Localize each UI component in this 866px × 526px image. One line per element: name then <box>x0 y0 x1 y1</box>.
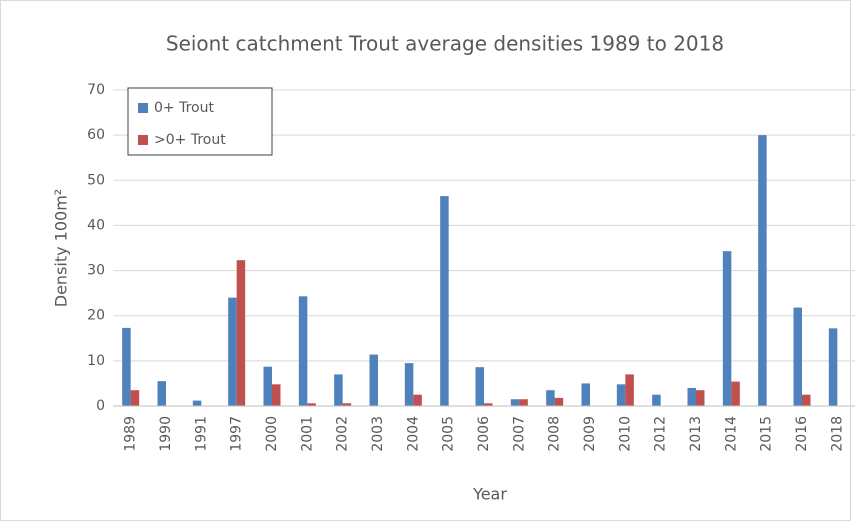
x-tick-label: 1997 <box>229 416 245 452</box>
bar <box>307 403 316 406</box>
y-tick-label: 10 <box>87 353 105 369</box>
legend-box <box>127 87 273 156</box>
x-tick-label: 1991 <box>193 416 209 452</box>
bar <box>546 390 555 406</box>
y-tick-label: 0 <box>96 398 105 414</box>
bar <box>440 196 449 406</box>
bar <box>413 394 422 406</box>
x-tick-label: 2000 <box>264 416 280 452</box>
x-axis-label: Year <box>472 485 507 504</box>
bar <box>342 403 352 406</box>
bar <box>802 394 811 406</box>
bar <box>475 367 484 406</box>
bar <box>263 366 272 406</box>
bar <box>722 251 732 406</box>
x-tick-label: 2009 <box>582 416 598 452</box>
bar <box>731 381 740 406</box>
bar <box>228 297 237 406</box>
bar <box>122 327 131 406</box>
bar <box>404 363 414 406</box>
legend-label: 0+ Trout <box>154 100 214 116</box>
x-tick-label: 2002 <box>335 416 351 452</box>
bar <box>369 354 378 406</box>
bar <box>130 390 140 406</box>
x-tick-label: 2004 <box>405 416 421 452</box>
x-tick-label: 1990 <box>158 416 174 452</box>
x-tick-label: 2012 <box>653 416 669 452</box>
bar <box>625 374 634 406</box>
x-tick-label: 2003 <box>370 416 386 452</box>
x-tick-label: 2015 <box>759 416 775 452</box>
bar <box>616 384 626 406</box>
x-tick-label: 1989 <box>123 416 139 452</box>
x-tick-label: 2010 <box>617 416 633 452</box>
bar <box>696 390 705 406</box>
chart-title: Seiont catchment Trout average densities… <box>166 32 724 56</box>
x-tick-label: 2008 <box>547 416 563 452</box>
bar <box>510 399 520 406</box>
x-tick-label: 2016 <box>794 416 810 452</box>
y-tick-label: 40 <box>87 217 105 233</box>
y-tick-label: 50 <box>87 172 105 188</box>
y-tick-label: 60 <box>87 127 105 143</box>
bar <box>652 394 661 406</box>
bar <box>236 260 246 406</box>
bar <box>758 135 767 406</box>
y-axis-label: Density 100m² <box>52 189 71 307</box>
bar <box>554 397 564 406</box>
bar <box>272 384 281 406</box>
legend-swatch <box>138 103 148 113</box>
bar <box>687 387 696 406</box>
x-tick-label: 2001 <box>299 416 315 452</box>
x-tick-label: 2018 <box>829 416 845 452</box>
x-tick-label: 2006 <box>476 416 492 452</box>
bar <box>581 383 590 406</box>
x-tick-label: 2005 <box>441 416 457 452</box>
legend-swatch <box>138 135 148 145</box>
bar <box>519 399 528 406</box>
x-tick-label: 2014 <box>723 416 739 452</box>
bar <box>298 296 308 406</box>
y-tick-label: 70 <box>87 82 105 98</box>
chart-border <box>0 0 851 521</box>
bar <box>157 381 166 406</box>
y-tick-label: 30 <box>87 263 105 279</box>
bar <box>334 374 343 406</box>
bar <box>828 328 838 406</box>
y-tick-label: 20 <box>87 308 105 324</box>
x-tick-label: 2007 <box>511 416 527 452</box>
bar <box>793 307 802 406</box>
x-tick-label: 2013 <box>688 416 704 452</box>
bar <box>484 403 493 406</box>
legend-label: >0+ Trout <box>154 132 226 148</box>
bar <box>192 400 202 406</box>
